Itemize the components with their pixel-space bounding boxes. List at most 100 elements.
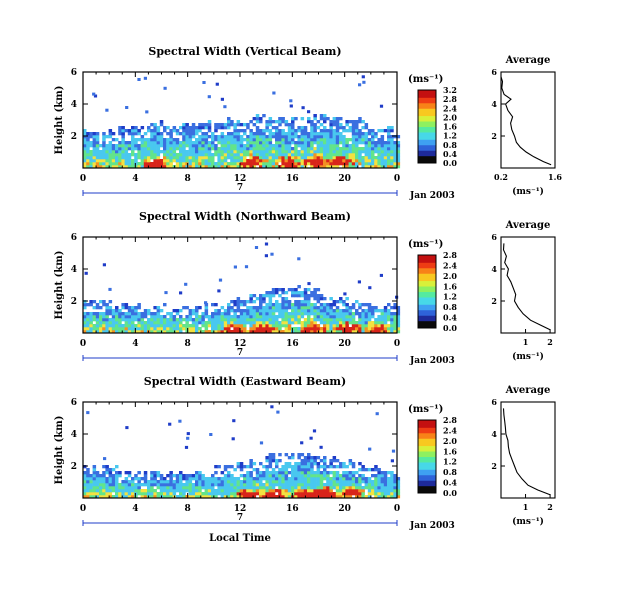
heatmap-cell (127, 132, 132, 136)
heatmap-cell (326, 495, 330, 499)
heatmap-cell (294, 489, 298, 493)
heatmap-cell (105, 486, 109, 490)
heatmap-cell (111, 162, 116, 166)
heatmap-cell (268, 159, 273, 163)
heatmap-cell (387, 129, 391, 133)
heatmap-cell (390, 129, 394, 133)
heatmap-cell (131, 135, 135, 139)
heatmap-cell (271, 486, 276, 490)
heatmap-cell (223, 468, 228, 472)
heatmap-cell (105, 306, 109, 310)
heatmap-cell (156, 156, 161, 160)
heatmap-cell (265, 165, 269, 169)
colorbar-tick-label: 0.4 (443, 313, 457, 323)
heatmap-cell (351, 138, 356, 142)
heatmap-cell (127, 321, 132, 325)
heatmap-cell (294, 312, 298, 316)
heatmap-cell (390, 153, 394, 157)
heatmap-cell (358, 83, 362, 87)
heatmap-cell (217, 147, 221, 151)
heatmap-cell (239, 468, 244, 472)
heatmap-cell (271, 153, 276, 157)
heatmap-cell (265, 129, 269, 133)
heatmap-cell (313, 147, 317, 151)
heatmap-cell (204, 315, 209, 319)
heatmap-cell (358, 120, 362, 124)
heatmap-cell (332, 315, 337, 319)
heatmap-cell (220, 495, 225, 499)
heatmap-cell (246, 321, 250, 325)
heatmap-cell (124, 303, 129, 307)
heatmap-cell (243, 147, 247, 151)
heatmap-cell (310, 312, 314, 316)
heatmap-cell (166, 495, 170, 499)
heatmap-cell (118, 321, 122, 325)
heatmap-cell (310, 291, 314, 295)
heatmap-cell (249, 324, 253, 328)
heatmap-cell (326, 486, 330, 490)
heatmap-cell (342, 495, 346, 499)
heatmap-cell (313, 303, 317, 307)
heatmap-cell (150, 483, 154, 487)
y-tick-label: 6 (71, 68, 77, 78)
heatmap-cell (211, 489, 215, 493)
heatmap-cell (121, 312, 125, 316)
heatmap-cell (310, 150, 314, 154)
heatmap-cell (287, 312, 292, 316)
heatmap-cell (332, 309, 337, 313)
heatmap-cell (124, 324, 129, 328)
heatmap-cell (284, 453, 289, 457)
colorbar-tick-label: 2.8 (443, 250, 457, 260)
heatmap-cell (252, 165, 257, 169)
heatmap-cell (294, 468, 298, 472)
heatmap-cell (281, 138, 285, 142)
heatmap-cell (159, 144, 164, 148)
heatmap-cell (252, 492, 257, 496)
heatmap-cell (207, 123, 212, 127)
heatmap-cell (118, 126, 122, 130)
heatmap-cell (243, 144, 247, 148)
heatmap-cell (204, 324, 209, 328)
heatmap-cell (198, 123, 202, 127)
heatmap-cell (364, 324, 369, 328)
heatmap-cell (316, 315, 321, 319)
heatmap-cell (316, 294, 321, 298)
heatmap-cell (287, 465, 292, 469)
heatmap-cell (153, 165, 157, 169)
heatmap-cell (252, 294, 257, 298)
heatmap-cell (92, 165, 97, 169)
heatmap-cell (223, 315, 228, 319)
heatmap-cell (201, 165, 205, 169)
heatmap-cell (310, 165, 314, 169)
heatmap-cell (259, 309, 263, 313)
heatmap-cell (166, 318, 170, 322)
colorbar-segment (418, 287, 436, 291)
heatmap-cell (111, 153, 116, 157)
heatmap-cell (271, 294, 276, 298)
heatmap-cell (249, 312, 253, 316)
heatmap-cell (335, 459, 340, 463)
heatmap-cell (201, 135, 205, 139)
heatmap-cell (323, 162, 327, 166)
heatmap-cell (342, 483, 346, 487)
heatmap-cell (339, 483, 343, 487)
heatmap-cell (259, 300, 263, 304)
heatmap-cell (326, 483, 330, 487)
heatmap-cell (188, 129, 193, 133)
heatmap-cell (83, 147, 87, 151)
heatmap-cell (124, 315, 129, 319)
heatmap-cell (246, 315, 250, 319)
x-tick-label: 0 (394, 504, 400, 514)
heatmap-cell (371, 132, 375, 136)
heatmap-cell (220, 162, 225, 166)
heatmap-cell (319, 330, 324, 334)
heatmap-cell (207, 477, 212, 481)
heatmap-cell (310, 156, 314, 160)
heatmap-cell (276, 410, 280, 414)
heatmap-cell (362, 80, 366, 84)
heatmap-cell (118, 474, 122, 478)
heatmap-cell (268, 477, 273, 481)
heatmap-cell (377, 147, 381, 151)
heatmap-cell (329, 132, 333, 136)
heatmap-cell (153, 135, 157, 139)
